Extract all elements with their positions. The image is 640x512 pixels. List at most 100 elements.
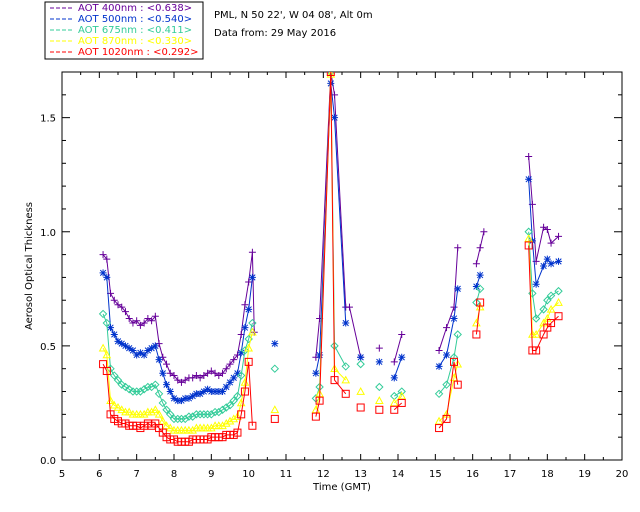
data-point [210,407,220,417]
data-point [341,389,350,398]
data-point [390,374,398,382]
x-tick-label: 14 [392,469,405,480]
data-point [203,410,212,419]
data-point [341,362,350,371]
data-point [140,319,148,327]
data-point [110,296,118,304]
plot-frame [61,71,623,461]
series-aot-500nm [99,79,563,405]
data-point [472,260,480,268]
data-point [162,405,171,414]
data-point [158,416,168,425]
data-point [173,414,182,424]
data-point [229,396,238,405]
data-point [244,357,253,366]
data-point [330,376,339,385]
data-point [233,412,242,420]
data-point [230,374,238,382]
data-point [390,358,398,366]
data-point [151,380,160,389]
data-point [154,409,164,418]
data-point [110,330,118,338]
data-point [450,357,458,366]
data-point [547,319,556,328]
data-point [524,234,534,242]
data-point [240,387,249,396]
data-point [155,356,163,364]
x-tick-label: 19 [578,469,591,480]
data-point [147,382,156,392]
x-axis-title: Time (GMT) [312,482,371,493]
legend-label: AOT 400nm : <0.638> [78,3,192,14]
data-point [554,286,563,296]
data-point [555,232,563,240]
data-point [147,407,156,416]
data-point [532,280,540,288]
data-point [453,330,462,339]
data-point [218,405,227,414]
data-point [125,314,133,322]
data-point [218,421,227,430]
data-point [356,386,366,395]
data-point [184,412,194,421]
x-tick-label: 9 [208,469,214,480]
data-point [159,353,167,361]
data-point [543,225,551,233]
data-point [163,381,171,389]
data-point [211,369,219,377]
series-line [394,391,402,397]
data-point [103,255,111,263]
data-point [555,257,563,265]
data-point [454,244,462,252]
data-point [133,317,141,325]
data-point [225,416,235,425]
data-point [311,412,320,421]
data-point [342,319,350,327]
x-tick-label: 6 [96,469,102,480]
data-point [151,342,159,350]
data-point [244,343,254,352]
data-point [546,304,556,313]
data-point [532,346,541,355]
data-point [554,297,563,306]
date-text: Data from: 29 May 2016 [214,28,336,39]
data-point [196,374,204,382]
data-point [181,376,189,384]
data-point [475,284,485,294]
data-point [531,314,541,323]
data-point [106,396,115,404]
data-point [192,372,200,380]
data-point [237,349,245,357]
x-tick-label: 5 [59,469,65,480]
data-point [449,353,459,362]
data-point [128,387,138,396]
data-point [270,364,280,373]
data-point [453,359,463,368]
data-point [110,371,119,380]
legend-label: AOT 1020nm : <0.292> [78,47,198,58]
data-point [543,255,551,263]
legend: AOT 400nm : <0.638>AOT 500nm : <0.540>AO… [44,1,204,60]
data-point [154,389,164,399]
y-tick-label: 0.5 [40,342,56,353]
data-point [543,296,552,305]
x-tick-label: 20 [616,469,629,480]
data-point [315,396,324,405]
data-point [207,367,215,375]
data-point [443,324,451,332]
data-point [124,385,134,394]
data-point [331,114,339,122]
data-point [240,377,250,386]
data-point [375,405,384,414]
data-point [121,342,129,350]
series-line [438,361,459,429]
data-point [151,312,159,320]
data-point [117,380,126,389]
data-point [189,392,197,400]
data-point [398,353,406,361]
x-tick-label: 17 [504,469,517,480]
data-point [136,387,145,396]
data-point [170,372,178,380]
y-axis: 0.0 0.5 1.0 1.5 [40,94,622,467]
data-point [241,324,249,332]
